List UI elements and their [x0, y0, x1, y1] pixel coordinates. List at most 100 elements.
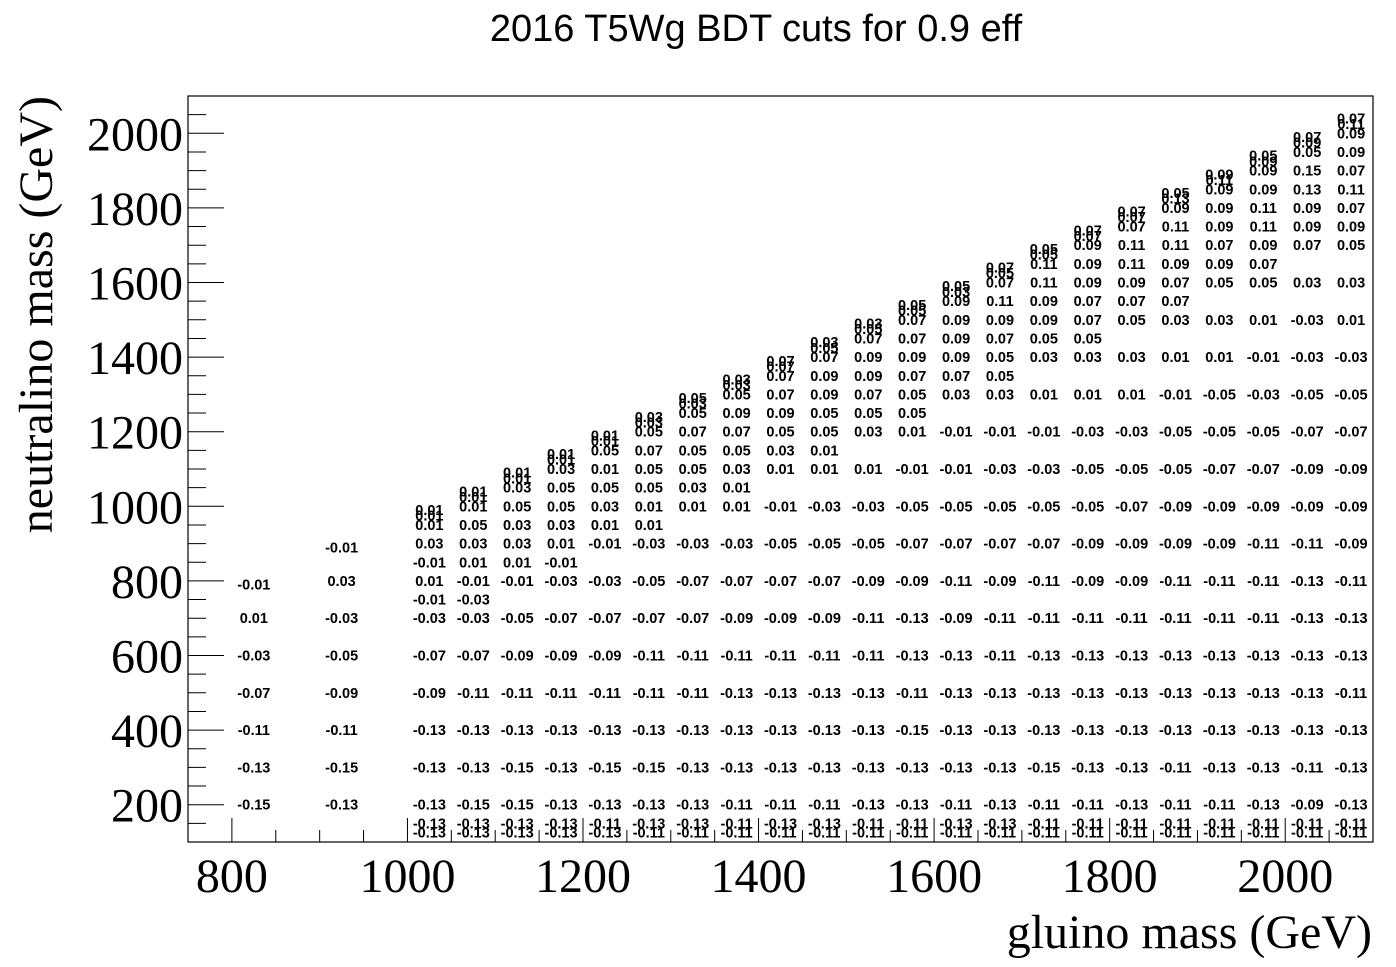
- cell-value: -0.13: [720, 686, 753, 702]
- cell-value: 0.07: [986, 331, 1014, 347]
- cell-value: 0.05: [1161, 186, 1189, 202]
- cell-value: 0.09: [942, 294, 970, 310]
- cell-value: -0.01: [983, 425, 1016, 441]
- cell-value: -0.11: [1247, 816, 1279, 832]
- cell-value: -0.09: [852, 574, 885, 590]
- cell-value: -0.07: [413, 649, 446, 665]
- cell-value: -0.13: [632, 723, 665, 739]
- cell-value: 0.05: [854, 322, 882, 338]
- cell-value: 0.03: [1117, 350, 1145, 366]
- cell-value: -0.07: [1291, 425, 1324, 441]
- cell-value: -0.05: [1247, 425, 1280, 441]
- cell-value: 0.01: [635, 518, 663, 534]
- cell-value: -0.11: [1028, 798, 1060, 814]
- cell-value: -0.03: [457, 611, 490, 627]
- cell-value: -0.11: [1028, 574, 1060, 590]
- cell-value: 0.05: [635, 481, 663, 497]
- cell-value: -0.11: [1203, 574, 1235, 590]
- y-tick-label: 1600: [87, 258, 183, 311]
- cell-value: 0.09: [1337, 126, 1365, 142]
- cell-value: 0.01: [415, 509, 443, 525]
- cell-value: -0.11: [720, 798, 752, 814]
- cell-value: -0.05: [1159, 462, 1192, 478]
- cell-value: -0.07: [720, 574, 753, 590]
- cell-value: -0.11: [1028, 816, 1060, 832]
- cell-value: 0.09: [1293, 220, 1321, 236]
- cell-value: 0.15: [1293, 164, 1321, 180]
- cell-value: 0.01: [1074, 387, 1102, 403]
- cell-value: -0.09: [325, 686, 358, 702]
- cell-value: -0.05: [632, 574, 665, 590]
- cell-value: 0.01: [503, 466, 531, 482]
- cell-value: 0.11: [1030, 257, 1057, 273]
- cell-value: -0.13: [413, 760, 446, 776]
- cell-value: -0.09: [1291, 462, 1324, 478]
- cell-value: 0.09: [854, 369, 882, 385]
- cell-value: -0.15: [588, 760, 621, 776]
- cell-value: -0.09: [1159, 537, 1192, 553]
- cell-value: -0.05: [1203, 425, 1236, 441]
- cell-value: -0.07: [808, 574, 841, 590]
- cell-value: 0.05: [679, 406, 707, 422]
- cell-value: 0.09: [898, 350, 926, 366]
- cell-value: -0.09: [983, 574, 1016, 590]
- cell-value: -0.11: [589, 686, 621, 702]
- cell-value: 0.07: [1293, 130, 1321, 146]
- cell-value: -0.01: [1247, 350, 1280, 366]
- cell-value: -0.11: [1159, 611, 1191, 627]
- cell-value: -0.07: [237, 686, 270, 702]
- cell-value: 0.01: [503, 555, 531, 571]
- cell-value: -0.07: [588, 611, 621, 627]
- cell-value: 0.11: [1030, 276, 1057, 292]
- cell-value: 0.03: [327, 574, 355, 590]
- cell-value: -0.13: [457, 723, 490, 739]
- cell-value: 0.07: [986, 261, 1014, 277]
- cell-value: 0.07: [1205, 238, 1233, 254]
- cell-value: -0.15: [457, 798, 490, 814]
- cell-value: -0.15: [501, 760, 534, 776]
- cell-value: -0.11: [1028, 826, 1060, 842]
- cell-value: -0.13: [545, 723, 578, 739]
- cell-value: 0.09: [1337, 220, 1365, 236]
- cell-value: -0.11: [1072, 826, 1104, 842]
- cell-value: 0.11: [1162, 220, 1189, 236]
- cell-value: 0.03: [547, 518, 575, 534]
- cell-value: -0.07: [1115, 499, 1148, 515]
- cell-value: -0.01: [940, 462, 973, 478]
- cell-value: 0.09: [1205, 257, 1233, 273]
- cell-value: -0.11: [1335, 826, 1367, 842]
- cell-value: -0.01: [545, 555, 578, 571]
- cell-value: -0.09: [764, 611, 797, 627]
- cell-value: 0.05: [1074, 331, 1102, 347]
- y-tick-label: 200: [111, 780, 183, 833]
- cell-value: -0.13: [764, 723, 797, 739]
- cell-value: -0.11: [1159, 816, 1191, 832]
- cell-value: 0.11: [1206, 173, 1233, 189]
- cell-value: -0.09: [1115, 537, 1148, 553]
- x-tick-label: 1200: [535, 850, 631, 903]
- cell-value: 0.07: [898, 331, 926, 347]
- cell-value: -0.07: [545, 611, 578, 627]
- cell-value: -0.11: [1335, 686, 1367, 702]
- cell-value: -0.13: [1159, 649, 1192, 665]
- cell-value: -0.13: [940, 723, 973, 739]
- axis-ticks: 800 1000 1200 1400 1600 1800 2000 200 400 600 800 1…: [87, 95, 1374, 903]
- cell-value: -0.09: [545, 649, 578, 665]
- cell-value: -0.13: [1335, 611, 1368, 627]
- cell-labels: -0.15-0.13-0.11-0.07-0.030.01-0.01-0.13-…: [237, 111, 1367, 841]
- x-tick-label: 1000: [359, 850, 455, 903]
- x-tick-label: 2000: [1237, 850, 1333, 903]
- cell-value: -0.13: [1027, 649, 1060, 665]
- cell-value: 0.01: [591, 462, 619, 478]
- cell-value: -0.13: [896, 649, 929, 665]
- cell-value: -0.13: [1159, 686, 1192, 702]
- cell-value: 0.01: [459, 499, 487, 515]
- cell-value: -0.13: [852, 798, 885, 814]
- cell-value: -0.13: [457, 760, 490, 776]
- cell-value: -0.09: [1291, 798, 1324, 814]
- cell-value: 0.01: [854, 462, 882, 478]
- cell-value: 0.09: [1161, 201, 1189, 217]
- cell-value: 0.01: [766, 462, 794, 478]
- cell-value: -0.09: [413, 686, 446, 702]
- cell-value: 0.01: [679, 499, 707, 515]
